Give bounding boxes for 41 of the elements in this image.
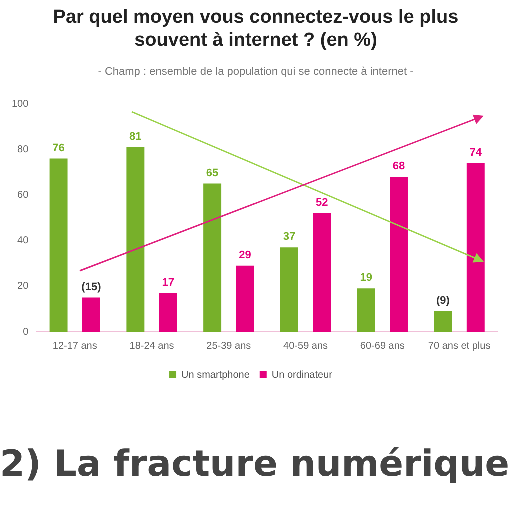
x-tick-label: 12-17 ans	[52, 340, 98, 352]
data-label: 68	[392, 160, 406, 172]
y-tick-label: 0	[23, 326, 30, 338]
bar	[236, 266, 254, 332]
x-tick-label: 60-69 ans	[360, 340, 405, 352]
x-tick-label: 40-59 ans	[284, 340, 328, 352]
data-label: 19	[360, 272, 372, 284]
chart-subtitle: - Champ : ensemble de la population qui se connecte à internet -	[97, 66, 415, 78]
data-label: (15)	[82, 281, 102, 294]
bar	[313, 213, 332, 332]
bar	[50, 158, 68, 332]
x-tick-label: 25-39 ans	[206, 340, 252, 352]
bar	[126, 147, 145, 332]
y-tick-label: 60	[18, 190, 30, 201]
data-label: 65	[206, 167, 219, 180]
data-label: 29	[239, 249, 252, 262]
text: 2) La fracture numérique	[0, 444, 510, 485]
data-label: 37	[283, 231, 296, 244]
bar	[357, 288, 376, 332]
data-label: 81	[130, 130, 142, 143]
x-tick-label: 70 ans et plus	[428, 340, 491, 352]
data-label: 76	[52, 142, 65, 154]
bar	[82, 298, 100, 332]
y-tick-label: 100	[12, 98, 30, 110]
chart-title: Par quel moyen vous connectez-vous le plus souvent à internet ? (en %)	[52, 6, 460, 52]
y-tick-label: 20	[18, 281, 30, 292]
x-tick-label: 18-24 ans	[130, 340, 174, 352]
bar	[390, 176, 408, 332]
data-label: 17	[162, 276, 174, 289]
bar	[159, 293, 178, 332]
legend-label: Un ordinateur	[272, 370, 334, 381]
data-label: 52	[316, 196, 328, 209]
bar	[466, 163, 485, 332]
bar	[280, 248, 298, 332]
bar	[434, 311, 452, 332]
data-label: 74	[470, 146, 483, 159]
y-tick-label: 40	[18, 236, 30, 247]
y-tick-label: 80	[18, 144, 30, 156]
data-label: (9)	[436, 295, 450, 308]
bar	[204, 184, 222, 332]
legend-label: Un smartphone	[182, 370, 250, 381]
